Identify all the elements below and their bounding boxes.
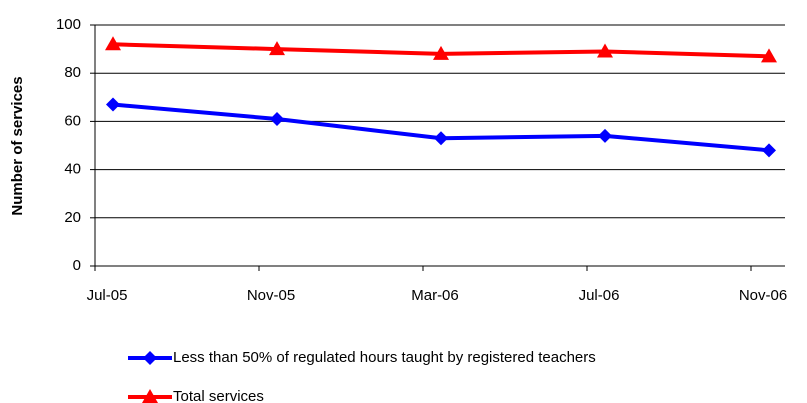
y-axis-title: Number of services [9,76,26,215]
x-tick-label: Mar-06 [411,287,459,304]
x-tick-label: Nov-06 [739,287,787,304]
x-tick-label: Nov-05 [247,287,295,304]
marker [598,128,612,143]
marker [105,36,121,51]
x-tick-label: Jul-06 [579,287,620,304]
marker [143,351,157,365]
y-tick-label: 100 [56,16,81,33]
y-tick-label: 0 [73,257,81,274]
marker [434,131,448,146]
marker [433,45,449,60]
marker [269,41,285,56]
marker [761,48,777,63]
x-tick-label: Jul-05 [87,287,128,304]
legend-label: Total services [173,388,264,403]
marker [762,143,776,158]
marker [270,111,284,126]
y-tick-label: 60 [64,112,81,129]
y-tick-label: 20 [64,209,81,226]
marker [142,389,158,403]
legend-label: Less than 50% of regulated hours taught … [173,349,596,366]
y-tick-label: 80 [64,64,81,81]
marker [106,97,120,112]
marker [597,43,613,58]
y-tick-label: 40 [64,161,81,178]
